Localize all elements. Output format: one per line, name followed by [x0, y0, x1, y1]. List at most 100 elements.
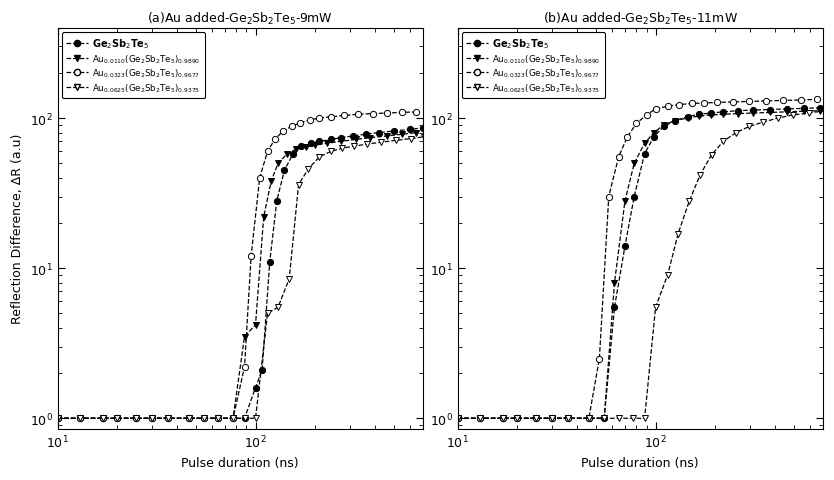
- Ge$_2$Sb$_2$Te$_5$: [706, 111, 716, 117]
- Au$_{0.0323}$(Ge$_2$Sb$_2$Te$_5$)$_{0.9677}$: [686, 101, 696, 107]
- Au$_{0.0625}$(Ge$_2$Sb$_2$Te$_5$)$_{0.9375}$: [651, 305, 661, 311]
- Au$_{0.0323}$(Ge$_2$Sb$_2$Te$_5$)$_{0.9677}$: [675, 102, 685, 108]
- Ge$_2$Sb$_2$Te$_5$: [296, 144, 306, 150]
- Au$_{0.0110}$(Ge$_2$Sb$_2$Te$_5$)$_{0.9890}$: [266, 179, 276, 185]
- Au$_{0.0625}$(Ge$_2$Sb$_2$Te$_5$)$_{0.9375}$: [745, 124, 755, 130]
- Au$_{0.0625}$(Ge$_2$Sb$_2$Te$_5$)$_{0.9375}$: [53, 416, 63, 421]
- Au$_{0.0625}$(Ge$_2$Sb$_2$Te$_5$)$_{0.9375}$: [662, 273, 672, 278]
- Au$_{0.0323}$(Ge$_2$Sb$_2$Te$_5$)$_{0.9677}$: [475, 416, 485, 421]
- Au$_{0.0625}$(Ge$_2$Sb$_2$Te$_5$)$_{0.9375}$: [628, 416, 638, 421]
- Ge$_2$Sb$_2$Te$_5$: [799, 106, 809, 112]
- Ge$_2$Sb$_2$Te$_5$: [498, 416, 508, 421]
- Ge$_2$Sb$_2$Te$_5$: [389, 129, 399, 134]
- Au$_{0.0625}$(Ge$_2$Sb$_2$Te$_5$)$_{0.9375}$: [239, 416, 249, 421]
- Au$_{0.0625}$(Ge$_2$Sb$_2$Te$_5$)$_{0.9375}$: [684, 199, 694, 204]
- Au$_{0.0625}$(Ge$_2$Sb$_2$Te$_5$)$_{0.9375}$: [788, 113, 798, 119]
- Au$_{0.0323}$(Ge$_2$Sb$_2$Te$_5$)$_{0.9677}$: [761, 99, 771, 105]
- Ge$_2$Sb$_2$Te$_5$: [584, 416, 594, 421]
- Au$_{0.0110}$(Ge$_2$Sb$_2$Te$_5$)$_{0.9890}$: [799, 109, 809, 115]
- Au$_{0.0110}$(Ge$_2$Sb$_2$Te$_5$)$_{0.9890}$: [694, 114, 704, 120]
- Au$_{0.0323}$(Ge$_2$Sb$_2$Te$_5$)$_{0.9677}$: [727, 100, 737, 106]
- Au$_{0.0625}$(Ge$_2$Sb$_2$Te$_5$)$_{0.9375}$: [112, 416, 122, 421]
- Ge$_2$Sb$_2$Te$_5$: [163, 416, 173, 421]
- Au$_{0.0110}$(Ge$_2$Sb$_2$Te$_5$)$_{0.9890}$: [53, 416, 63, 421]
- Ge$_2$Sb$_2$Te$_5$: [659, 124, 669, 130]
- Ge$_2$Sb$_2$Te$_5$: [53, 416, 63, 421]
- Au$_{0.0110}$(Ge$_2$Sb$_2$Te$_5$)$_{0.9890}$: [640, 141, 650, 147]
- Legend: Ge$_2$Sb$_2$Te$_5$, Au$_{0.0110}$(Ge$_2$Sb$_2$Te$_5$)$_{0.9890}$, Au$_{0.0323}$(: Ge$_2$Sb$_2$Te$_5$, Au$_{0.0110}$(Ge$_2$…: [62, 33, 204, 99]
- Au$_{0.0110}$(Ge$_2$Sb$_2$Te$_5$)$_{0.9890}$: [620, 199, 630, 204]
- Au$_{0.0625}$(Ge$_2$Sb$_2$Te$_5$)$_{0.9375}$: [804, 111, 814, 117]
- Au$_{0.0625}$(Ge$_2$Sb$_2$Te$_5$)$_{0.9375}$: [706, 153, 716, 158]
- Au$_{0.0323}$(Ge$_2$Sb$_2$Te$_5$)$_{0.9677}$: [811, 97, 821, 103]
- Ge$_2$Sb$_2$Te$_5$: [239, 416, 249, 421]
- Au$_{0.0323}$(Ge$_2$Sb$_2$Te$_5$)$_{0.9677}$: [263, 149, 273, 155]
- Au$_{0.0323}$(Ge$_2$Sb$_2$Te$_5$)$_{0.9677}$: [563, 416, 573, 421]
- Au$_{0.0110}$(Ge$_2$Sb$_2$Te$_5$)$_{0.9890}$: [453, 416, 463, 421]
- Au$_{0.0625}$(Ge$_2$Sb$_2$Te$_5$)$_{0.9375}$: [584, 416, 594, 421]
- Au$_{0.0110}$(Ge$_2$Sb$_2$Te$_5$)$_{0.9890}$: [397, 132, 407, 138]
- Au$_{0.0323}$(Ge$_2$Sb$_2$Te$_5$)$_{0.9677}$: [163, 416, 173, 421]
- Line: Au$_{0.0110}$(Ge$_2$Sb$_2$Te$_5$)$_{0.9890}$: Au$_{0.0110}$(Ge$_2$Sb$_2$Te$_5$)$_{0.98…: [54, 130, 420, 422]
- Au$_{0.0110}$(Ge$_2$Sb$_2$Te$_5$)$_{0.9890}$: [147, 416, 157, 421]
- Au$_{0.0323}$(Ge$_2$Sb$_2$Te$_5$)$_{0.9677}$: [98, 416, 108, 421]
- Au$_{0.0625}$(Ge$_2$Sb$_2$Te$_5$)$_{0.9375}$: [147, 416, 157, 421]
- Au$_{0.0110}$(Ge$_2$Sb$_2$Te$_5$)$_{0.9890}$: [718, 112, 728, 118]
- Au$_{0.0625}$(Ge$_2$Sb$_2$Te$_5$)$_{0.9375}$: [183, 416, 193, 421]
- Au$_{0.0625}$(Ge$_2$Sb$_2$Te$_5$)$_{0.9375}$: [362, 142, 372, 148]
- Au$_{0.0323}$(Ge$_2$Sb$_2$Te$_5$)$_{0.9677}$: [326, 115, 336, 120]
- Au$_{0.0110}$(Ge$_2$Sb$_2$Te$_5$)$_{0.9890}$: [291, 147, 301, 153]
- Ge$_2$Sb$_2$Te$_5$: [257, 367, 267, 373]
- Au$_{0.0110}$(Ge$_2$Sb$_2$Te$_5$)$_{0.9890}$: [228, 416, 238, 421]
- Au$_{0.0625}$(Ge$_2$Sb$_2$Te$_5$)$_{0.9375}$: [498, 416, 508, 421]
- Au$_{0.0625}$(Ge$_2$Sb$_2$Te$_5$)$_{0.9375}$: [453, 416, 463, 421]
- Line: Ge$_2$Sb$_2$Te$_5$: Ge$_2$Sb$_2$Te$_5$: [455, 106, 823, 421]
- Ge$_2$Sb$_2$Te$_5$: [599, 416, 609, 421]
- Ge$_2$Sb$_2$Te$_5$: [404, 127, 414, 133]
- Au$_{0.0110}$(Ge$_2$Sb$_2$Te$_5$)$_{0.9890}$: [733, 111, 743, 117]
- Au$_{0.0110}$(Ge$_2$Sb$_2$Te$_5$)$_{0.9890}$: [310, 143, 320, 149]
- Au$_{0.0323}$(Ge$_2$Sb$_2$Te$_5$)$_{0.9677}$: [269, 137, 279, 143]
- Au$_{0.0625}$(Ge$_2$Sb$_2$Te$_5$)$_{0.9375}$: [304, 167, 314, 172]
- Ge$_2$Sb$_2$Te$_5$: [512, 416, 522, 421]
- Ge$_2$Sb$_2$Te$_5$: [228, 416, 238, 421]
- Au$_{0.0110}$(Ge$_2$Sb$_2$Te$_5$)$_{0.9890}$: [781, 110, 791, 116]
- Ge$_2$Sb$_2$Te$_5$: [418, 126, 428, 132]
- Au$_{0.0110}$(Ge$_2$Sb$_2$Te$_5$)$_{0.9890}$: [599, 416, 609, 421]
- Au$_{0.0110}$(Ge$_2$Sb$_2$Te$_5$)$_{0.9890}$: [250, 322, 260, 328]
- Au$_{0.0323}$(Ge$_2$Sb$_2$Te$_5$)$_{0.9677}$: [498, 416, 508, 421]
- Au$_{0.0323}$(Ge$_2$Sb$_2$Te$_5$)$_{0.9677}$: [279, 129, 289, 134]
- Au$_{0.0323}$(Ge$_2$Sb$_2$Te$_5$)$_{0.9677}$: [183, 416, 193, 421]
- Line: Au$_{0.0625}$(Ge$_2$Sb$_2$Te$_5$)$_{0.9375}$: Au$_{0.0625}$(Ge$_2$Sb$_2$Te$_5$)$_{0.93…: [455, 108, 828, 422]
- Au$_{0.0625}$(Ge$_2$Sb$_2$Te$_5$)$_{0.9375}$: [820, 108, 830, 114]
- Au$_{0.0110}$(Ge$_2$Sb$_2$Te$_5$)$_{0.9890}$: [629, 161, 639, 167]
- Title: (a)Au added-Ge$_2$Sb$_2$Te$_5$-9mW: (a)Au added-Ge$_2$Sb$_2$Te$_5$-9mW: [148, 11, 333, 27]
- Au$_{0.0625}$(Ge$_2$Sb$_2$Te$_5$)$_{0.9375}$: [718, 139, 728, 145]
- Line: Ge$_2$Sb$_2$Te$_5$: Ge$_2$Sb$_2$Te$_5$: [54, 125, 426, 421]
- Ge$_2$Sb$_2$Te$_5$: [682, 115, 692, 120]
- Y-axis label: Reflection Difference, ΔR (a.u): Reflection Difference, ΔR (a.u): [11, 134, 24, 324]
- Au$_{0.0110}$(Ge$_2$Sb$_2$Te$_5$)$_{0.9890}$: [273, 161, 283, 167]
- Au$_{0.0625}$(Ge$_2$Sb$_2$Te$_5$)$_{0.9375}$: [250, 416, 260, 421]
- Au$_{0.0625}$(Ge$_2$Sb$_2$Te$_5$)$_{0.9375}$: [263, 311, 273, 317]
- Au$_{0.0625}$(Ge$_2$Sb$_2$Te$_5$)$_{0.9375}$: [419, 134, 429, 140]
- Ge$_2$Sb$_2$Te$_5$: [306, 141, 316, 147]
- Au$_{0.0625}$(Ge$_2$Sb$_2$Te$_5$)$_{0.9375}$: [131, 416, 141, 421]
- Au$_{0.0323}$(Ge$_2$Sb$_2$Te$_5$)$_{0.9677}$: [796, 98, 806, 104]
- Au$_{0.0110}$(Ge$_2$Sb$_2$Te$_5$)$_{0.9890}$: [659, 123, 669, 129]
- Ge$_2$Sb$_2$Te$_5$: [112, 416, 122, 421]
- Au$_{0.0323}$(Ge$_2$Sb$_2$Te$_5$)$_{0.9677}$: [604, 194, 614, 200]
- Au$_{0.0323}$(Ge$_2$Sb$_2$Te$_5$)$_{0.9677}$: [304, 118, 314, 124]
- Ge$_2$Sb$_2$Te$_5$: [816, 106, 826, 111]
- Au$_{0.0323}$(Ge$_2$Sb$_2$Te$_5$)$_{0.9677}$: [699, 101, 709, 107]
- Au$_{0.0625}$(Ge$_2$Sb$_2$Te$_5$)$_{0.9375}$: [338, 146, 348, 152]
- Au$_{0.0110}$(Ge$_2$Sb$_2$Te$_5$)$_{0.9890}$: [498, 416, 508, 421]
- Line: Au$_{0.0110}$(Ge$_2$Sb$_2$Te$_5$)$_{0.9890}$: Au$_{0.0110}$(Ge$_2$Sb$_2$Te$_5$)$_{0.98…: [455, 108, 824, 422]
- Au$_{0.0323}$(Ge$_2$Sb$_2$Te$_5$)$_{0.9677}$: [75, 416, 85, 421]
- Au$_{0.0110}$(Ge$_2$Sb$_2$Te$_5$)$_{0.9890}$: [239, 334, 249, 340]
- Ge$_2$Sb$_2$Te$_5$: [748, 108, 758, 114]
- Au$_{0.0323}$(Ge$_2$Sb$_2$Te$_5$)$_{0.9677}$: [112, 416, 122, 421]
- Ge$_2$Sb$_2$Te$_5$: [131, 416, 141, 421]
- Au$_{0.0110}$(Ge$_2$Sb$_2$Te$_5$)$_{0.9890}$: [411, 131, 421, 136]
- Au$_{0.0625}$(Ge$_2$Sb$_2$Te$_5$)$_{0.9375}$: [390, 138, 400, 144]
